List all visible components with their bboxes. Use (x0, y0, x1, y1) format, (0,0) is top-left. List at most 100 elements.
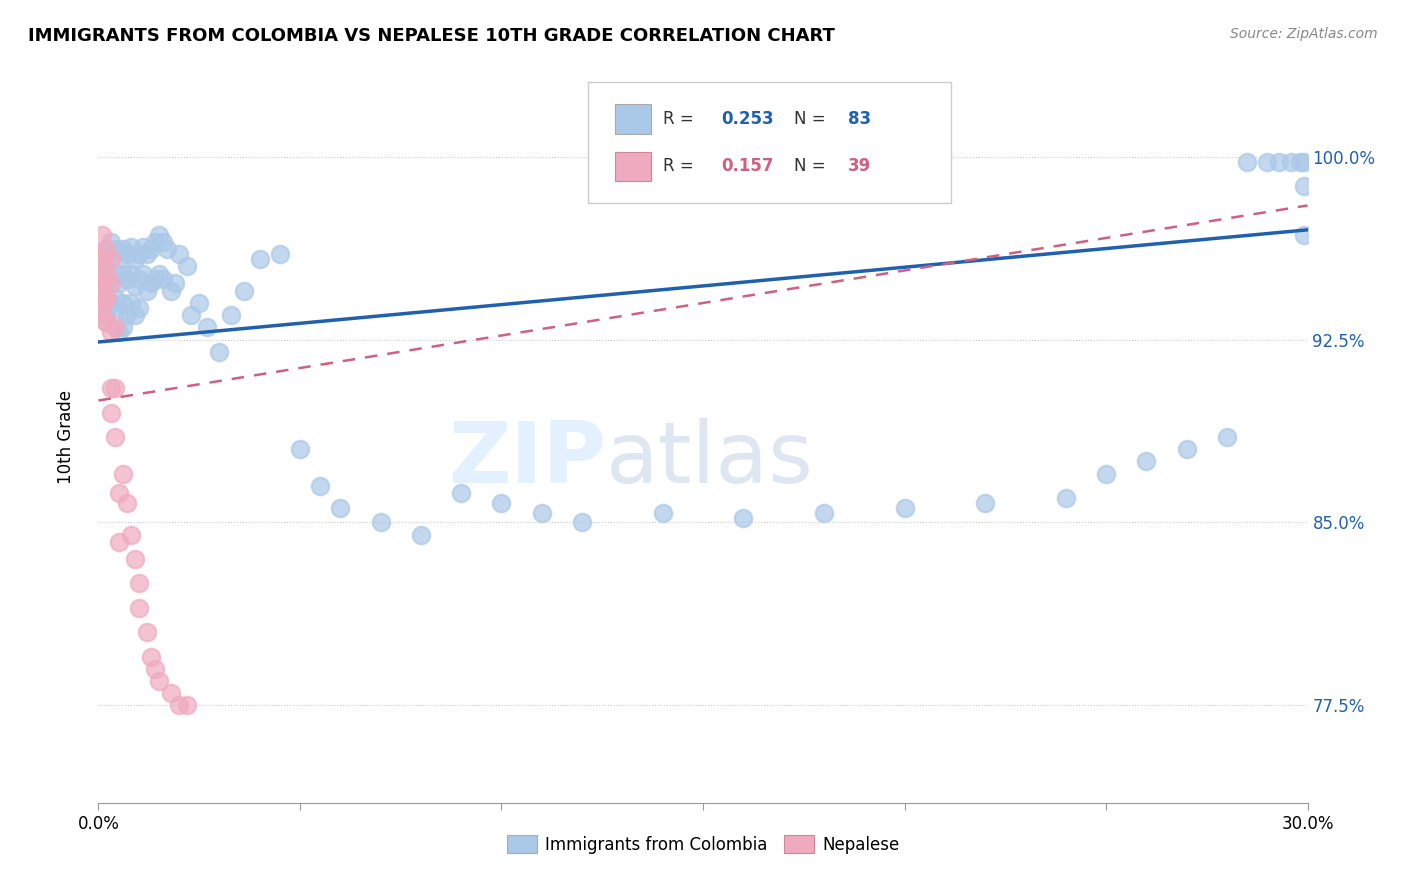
Text: N =: N = (793, 110, 831, 128)
Point (96, 260, 118, 274)
FancyBboxPatch shape (588, 82, 950, 203)
Point (152, 235, 174, 249)
Point (115, 271, 138, 285)
Point (1292, 178, 1315, 193)
Point (120, 296, 142, 310)
Point (288, 442, 311, 457)
Point (100, 277, 122, 291)
Point (329, 500, 352, 515)
Point (135, 284, 157, 298)
Point (143, 271, 166, 285)
Point (96, 291, 118, 305)
Point (651, 506, 673, 520)
Point (1281, 154, 1303, 169)
Point (188, 296, 211, 310)
Point (135, 247, 157, 261)
Point (111, 467, 134, 481)
Point (176, 698, 198, 713)
Point (139, 649, 162, 664)
Point (269, 247, 291, 261)
Point (100, 271, 122, 285)
Point (1175, 442, 1198, 457)
Point (1292, 154, 1315, 169)
Point (100, 296, 122, 310)
Point (1292, 227, 1315, 242)
Point (87, 284, 110, 298)
Point (370, 516, 392, 530)
Point (1268, 154, 1291, 169)
Point (111, 296, 134, 310)
Point (143, 662, 166, 676)
Point (143, 235, 166, 249)
Text: 0.157: 0.157 (721, 158, 773, 176)
Point (111, 243, 134, 257)
Point (107, 486, 129, 500)
Bar (614, 104, 651, 134)
Point (571, 516, 593, 530)
Point (120, 240, 142, 254)
Point (111, 320, 134, 334)
Point (91, 247, 114, 261)
Point (91, 301, 114, 315)
Point (450, 486, 472, 500)
Point (128, 271, 150, 285)
Point (491, 496, 513, 510)
Point (409, 527, 432, 541)
Point (733, 510, 755, 524)
Point (103, 381, 125, 395)
Point (152, 271, 174, 285)
Point (107, 535, 129, 549)
Point (96, 267, 118, 281)
Point (167, 247, 190, 261)
Point (107, 277, 129, 291)
Point (100, 381, 122, 395)
Point (1095, 467, 1118, 481)
Point (160, 686, 183, 700)
Point (107, 301, 129, 315)
Point (96, 291, 118, 305)
Text: Source: ZipAtlas.com: Source: ZipAtlas.com (1230, 27, 1378, 41)
Point (1236, 154, 1258, 169)
Point (128, 576, 150, 591)
Point (148, 267, 170, 281)
Point (974, 496, 997, 510)
Point (132, 240, 155, 254)
Legend: Immigrants from Colombia, Nepalese: Immigrants from Colombia, Nepalese (501, 829, 905, 860)
Point (115, 247, 138, 261)
Point (100, 406, 122, 420)
Text: ZIP: ZIP (449, 417, 606, 500)
Point (1216, 430, 1239, 444)
Point (91, 301, 114, 315)
Point (96, 267, 118, 281)
Point (893, 500, 915, 515)
Point (103, 243, 125, 257)
Point (128, 301, 150, 315)
Point (167, 698, 190, 713)
Point (208, 344, 231, 359)
Text: IMMIGRANTS FROM COLOMBIA VS NEPALESE 10TH GRADE CORRELATION CHART: IMMIGRANTS FROM COLOMBIA VS NEPALESE 10T… (28, 27, 835, 45)
Point (132, 267, 155, 281)
Point (107, 325, 129, 339)
Point (128, 600, 150, 615)
Point (180, 308, 202, 322)
Point (91, 277, 114, 291)
Point (103, 430, 125, 444)
Point (103, 267, 125, 281)
Text: 0.253: 0.253 (721, 110, 773, 128)
Point (1288, 154, 1310, 169)
Text: 83: 83 (848, 110, 872, 128)
Point (96, 243, 118, 257)
Point (115, 496, 138, 510)
Point (176, 260, 198, 274)
Text: N =: N = (793, 158, 831, 176)
Point (813, 506, 835, 520)
Point (111, 267, 134, 281)
Point (103, 320, 125, 334)
Point (100, 252, 122, 266)
Bar (614, 152, 651, 181)
Text: atlas: atlas (606, 417, 814, 500)
Point (128, 247, 150, 261)
Point (160, 284, 183, 298)
Point (96, 316, 118, 330)
Point (100, 325, 122, 339)
